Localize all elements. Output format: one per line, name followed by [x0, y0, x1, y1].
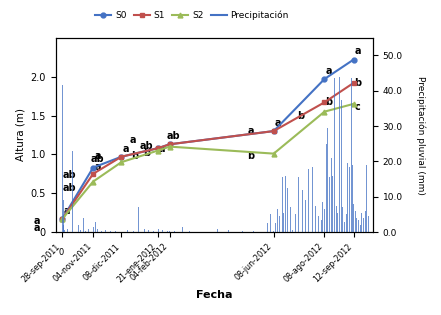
Bar [144, 229, 145, 232]
Bar [138, 207, 139, 232]
Text: ab: ab [167, 131, 181, 141]
Bar [322, 202, 323, 232]
Text: b: b [354, 77, 361, 88]
Text: c: c [355, 102, 361, 112]
Bar [89, 229, 90, 232]
Bar [295, 215, 296, 232]
Bar [318, 216, 319, 232]
Bar [340, 100, 342, 232]
Text: b: b [325, 97, 332, 107]
Bar [311, 167, 313, 232]
Bar [270, 215, 271, 232]
Bar [64, 230, 65, 232]
Bar [331, 158, 332, 232]
Bar [105, 230, 106, 232]
Text: a: a [34, 216, 41, 226]
Bar [285, 175, 286, 232]
Bar [67, 229, 68, 232]
Y-axis label: Altura (m): Altura (m) [15, 108, 25, 162]
Bar [273, 231, 274, 232]
Bar [337, 213, 338, 232]
Bar [292, 230, 293, 232]
Text: ab: ab [90, 154, 104, 164]
Text: a: a [159, 144, 165, 154]
Bar [329, 177, 330, 232]
Bar [82, 218, 84, 232]
Bar [349, 167, 350, 232]
Bar [95, 221, 96, 232]
Bar [358, 220, 359, 232]
Bar [360, 225, 361, 232]
Bar [355, 211, 356, 232]
Bar [63, 200, 64, 232]
Bar [342, 207, 343, 232]
Bar [368, 216, 369, 232]
Bar [324, 209, 325, 232]
Bar [157, 229, 158, 232]
Bar [298, 177, 299, 232]
Bar [353, 204, 354, 232]
Text: a: a [95, 162, 101, 172]
Bar [62, 85, 63, 232]
Bar [80, 230, 81, 232]
Bar [352, 165, 353, 232]
Bar [366, 165, 367, 232]
X-axis label: Fecha: Fecha [196, 290, 232, 300]
Bar [169, 231, 170, 232]
Bar [85, 231, 86, 232]
Bar [302, 190, 303, 232]
Text: ab: ab [139, 140, 153, 151]
Bar [334, 78, 335, 232]
Text: a: a [122, 144, 129, 154]
Text: a: a [34, 223, 41, 233]
Bar [228, 230, 229, 232]
Text: b: b [298, 111, 305, 121]
Bar [148, 230, 149, 232]
Text: a: a [63, 206, 70, 216]
Text: a: a [275, 118, 281, 128]
Bar [290, 207, 291, 232]
Bar [308, 169, 309, 232]
Bar [283, 213, 284, 232]
Bar [346, 215, 347, 232]
Text: a: a [325, 66, 332, 76]
Bar [281, 177, 283, 232]
Text: b: b [143, 147, 150, 158]
Text: b: b [131, 152, 138, 161]
Bar [279, 216, 280, 232]
Text: b: b [247, 152, 254, 161]
Bar [305, 200, 306, 232]
Text: 0: 0 [59, 249, 64, 257]
Text: a: a [130, 135, 136, 145]
Bar [275, 223, 276, 232]
Bar [344, 221, 345, 232]
Bar [97, 229, 98, 232]
Bar [72, 151, 73, 232]
Bar [267, 223, 269, 232]
Legend: S0, S1, S2, Precipitación: S0, S1, S2, Precipitación [91, 7, 292, 24]
Bar [356, 218, 358, 232]
Bar [162, 230, 163, 232]
Bar [362, 213, 363, 232]
Bar [365, 211, 366, 232]
Y-axis label: Precipitación pluvial (mm): Precipitación pluvial (mm) [416, 76, 426, 194]
Text: a: a [95, 152, 101, 161]
Bar [127, 230, 128, 232]
Bar [242, 231, 243, 232]
Text: ab: ab [63, 183, 77, 193]
Bar [315, 206, 316, 232]
Bar [339, 77, 340, 232]
Bar [325, 144, 327, 232]
Bar [133, 231, 134, 232]
Text: ab: ab [63, 170, 77, 180]
Text: a: a [355, 46, 361, 56]
Bar [327, 128, 328, 232]
Text: a: a [247, 126, 254, 136]
Bar [363, 218, 364, 232]
